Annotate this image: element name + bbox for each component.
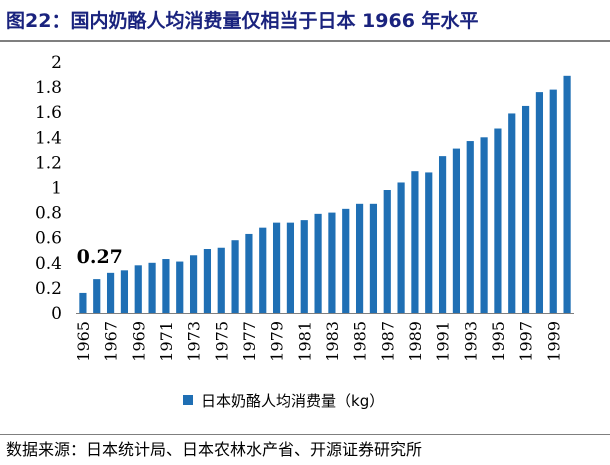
bar [508,113,516,313]
bar [245,233,253,313]
y-tick-label: 1 [51,179,62,199]
x-tick-label: 1999 [544,321,563,362]
bar-series [79,75,571,314]
x-tick-label: 1967 [102,321,121,362]
x-tick-label: 1995 [489,321,508,362]
bar [328,212,336,313]
bar [162,259,170,313]
bar [106,272,115,313]
bar [259,227,267,313]
bar [300,220,308,313]
y-tick-label: 0 [51,304,62,324]
x-tick-label: 1987 [378,321,397,362]
bar [494,128,502,313]
bar [342,208,350,313]
x-tick-label: 1991 [434,321,453,362]
bar [79,292,87,313]
x-tick-label: 1981 [295,321,314,362]
legend: 日本奶酪人均消费量（kg） [183,389,384,411]
x-tick-label: 1971 [157,321,176,362]
bar [203,249,212,313]
bar [383,190,391,313]
y-tick-label: 0.8 [35,204,62,224]
bar [148,262,156,313]
bar [231,240,239,313]
data-label: 0.27 [77,246,123,268]
annotation: 0.27 [77,246,123,268]
y-tick-label: 1.8 [35,78,62,98]
bar [189,255,198,313]
bar [466,141,474,313]
bar [120,270,129,313]
x-tick-label: 1977 [240,321,259,362]
x-tick-label: 1975 [212,321,231,362]
bar [217,247,225,313]
bar-chart: 0 0.2 0.4 0.6 0.8 1 1.2 1.4 1.6 1.8 2 1965 1967 1969… [35,53,574,362]
y-tick-label: 1.2 [35,153,62,173]
bar [369,203,378,313]
bar [549,89,557,313]
y-tick-label: 0.2 [35,279,62,299]
x-tick-label: 1985 [351,321,370,362]
legend-label: 日本奶酪人均消费量（kg） [201,391,385,410]
x-tick-label: 1973 [185,321,204,362]
y-tick-label: 0.6 [35,229,62,249]
x-tick-label: 1993 [461,321,480,362]
bar [563,75,571,313]
bar [411,171,419,313]
x-tick-label: 1997 [517,321,536,362]
legend-swatch [183,395,193,405]
x-axis: 1965 1967 1969 1971 1973 1975 1977 1979 1981 1983… [74,313,574,362]
x-tick-label: 1965 [74,321,93,362]
bar [438,156,447,314]
source-note: 数据来源：日本统计局、日本农林水产省、开源证券研究所 [6,440,423,459]
source-rule [0,434,610,435]
y-tick-label: 1.4 [35,128,62,148]
bar [452,148,461,313]
y-axis: 0 0.2 0.4 0.6 0.8 1 1.2 1.4 1.6 1.8 2 [35,53,62,324]
bar [93,279,101,313]
y-tick-label: 1.6 [35,103,62,123]
bar [535,92,544,313]
x-tick-label: 1979 [268,321,287,362]
bar [397,182,405,313]
bar [521,105,530,314]
x-tick-label: 1969 [129,321,148,362]
y-tick-label: 0.4 [35,254,62,274]
bar [176,261,184,313]
bar [480,137,488,313]
bar [286,222,295,313]
bar [314,213,322,313]
y-tick-label: 2 [51,53,62,73]
bar [425,172,433,313]
bar [134,265,142,313]
x-tick-label: 1983 [323,321,342,362]
bar [355,203,364,313]
x-tick-label: 1989 [406,321,425,362]
figure-title: 图22：国内奶酪人均消费量仅相当于日本 1966 年水平 [6,10,479,32]
title-rule [0,40,610,42]
bar [272,222,281,313]
